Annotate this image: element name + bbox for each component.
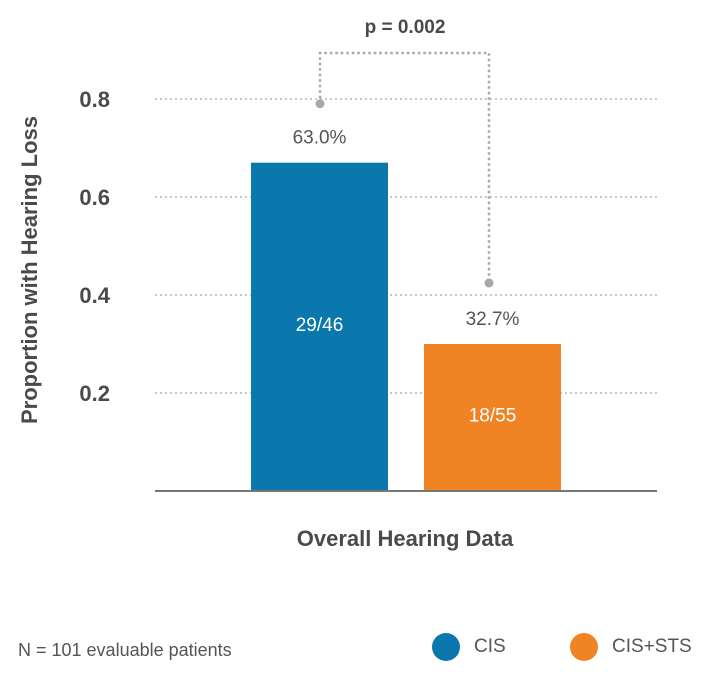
legend-item-cis-sts: CIS+STS — [570, 633, 692, 661]
fraction-label: 18/55 — [469, 406, 517, 427]
bar — [424, 344, 561, 491]
percent-label: 32.7% — [466, 309, 520, 330]
footnote: N = 101 evaluable patients — [18, 640, 232, 660]
bars: 63.0% 29/46 32.7% 18/55 — [251, 128, 561, 491]
x-axis-label: Overall Hearing Data — [297, 526, 514, 551]
y-tick-label: 0.6 — [79, 185, 110, 210]
y-tick-labels: 0.2 0.4 0.6 0.8 — [79, 87, 110, 406]
y-tick-label: 0.4 — [79, 283, 110, 308]
y-tick-label: 0.2 — [79, 381, 110, 406]
gridlines — [155, 98, 657, 394]
bar — [251, 162, 388, 491]
bracket-end-dot — [484, 278, 494, 288]
bar-chart: 0.2 0.4 0.6 0.8 Proportion with Hearing Los… — [17, 17, 657, 551]
y-axis-label: Proportion with Hearing Loss — [17, 116, 42, 424]
y-tick-label: 0.8 — [79, 87, 110, 112]
bracket-end-dot — [315, 99, 325, 109]
legend-item-cis: CIS — [432, 633, 506, 661]
significance-bracket: p = 0.002 — [315, 17, 494, 288]
legend-label-cis-sts: CIS+STS — [612, 636, 692, 657]
p-value-label: p = 0.002 — [365, 17, 446, 38]
fraction-label: 29/46 — [296, 315, 344, 336]
legend-swatch-cis-sts — [570, 633, 598, 661]
legend-swatch-cis — [432, 633, 460, 661]
percent-label: 63.0% — [293, 128, 347, 149]
legend-label-cis: CIS — [474, 636, 506, 657]
